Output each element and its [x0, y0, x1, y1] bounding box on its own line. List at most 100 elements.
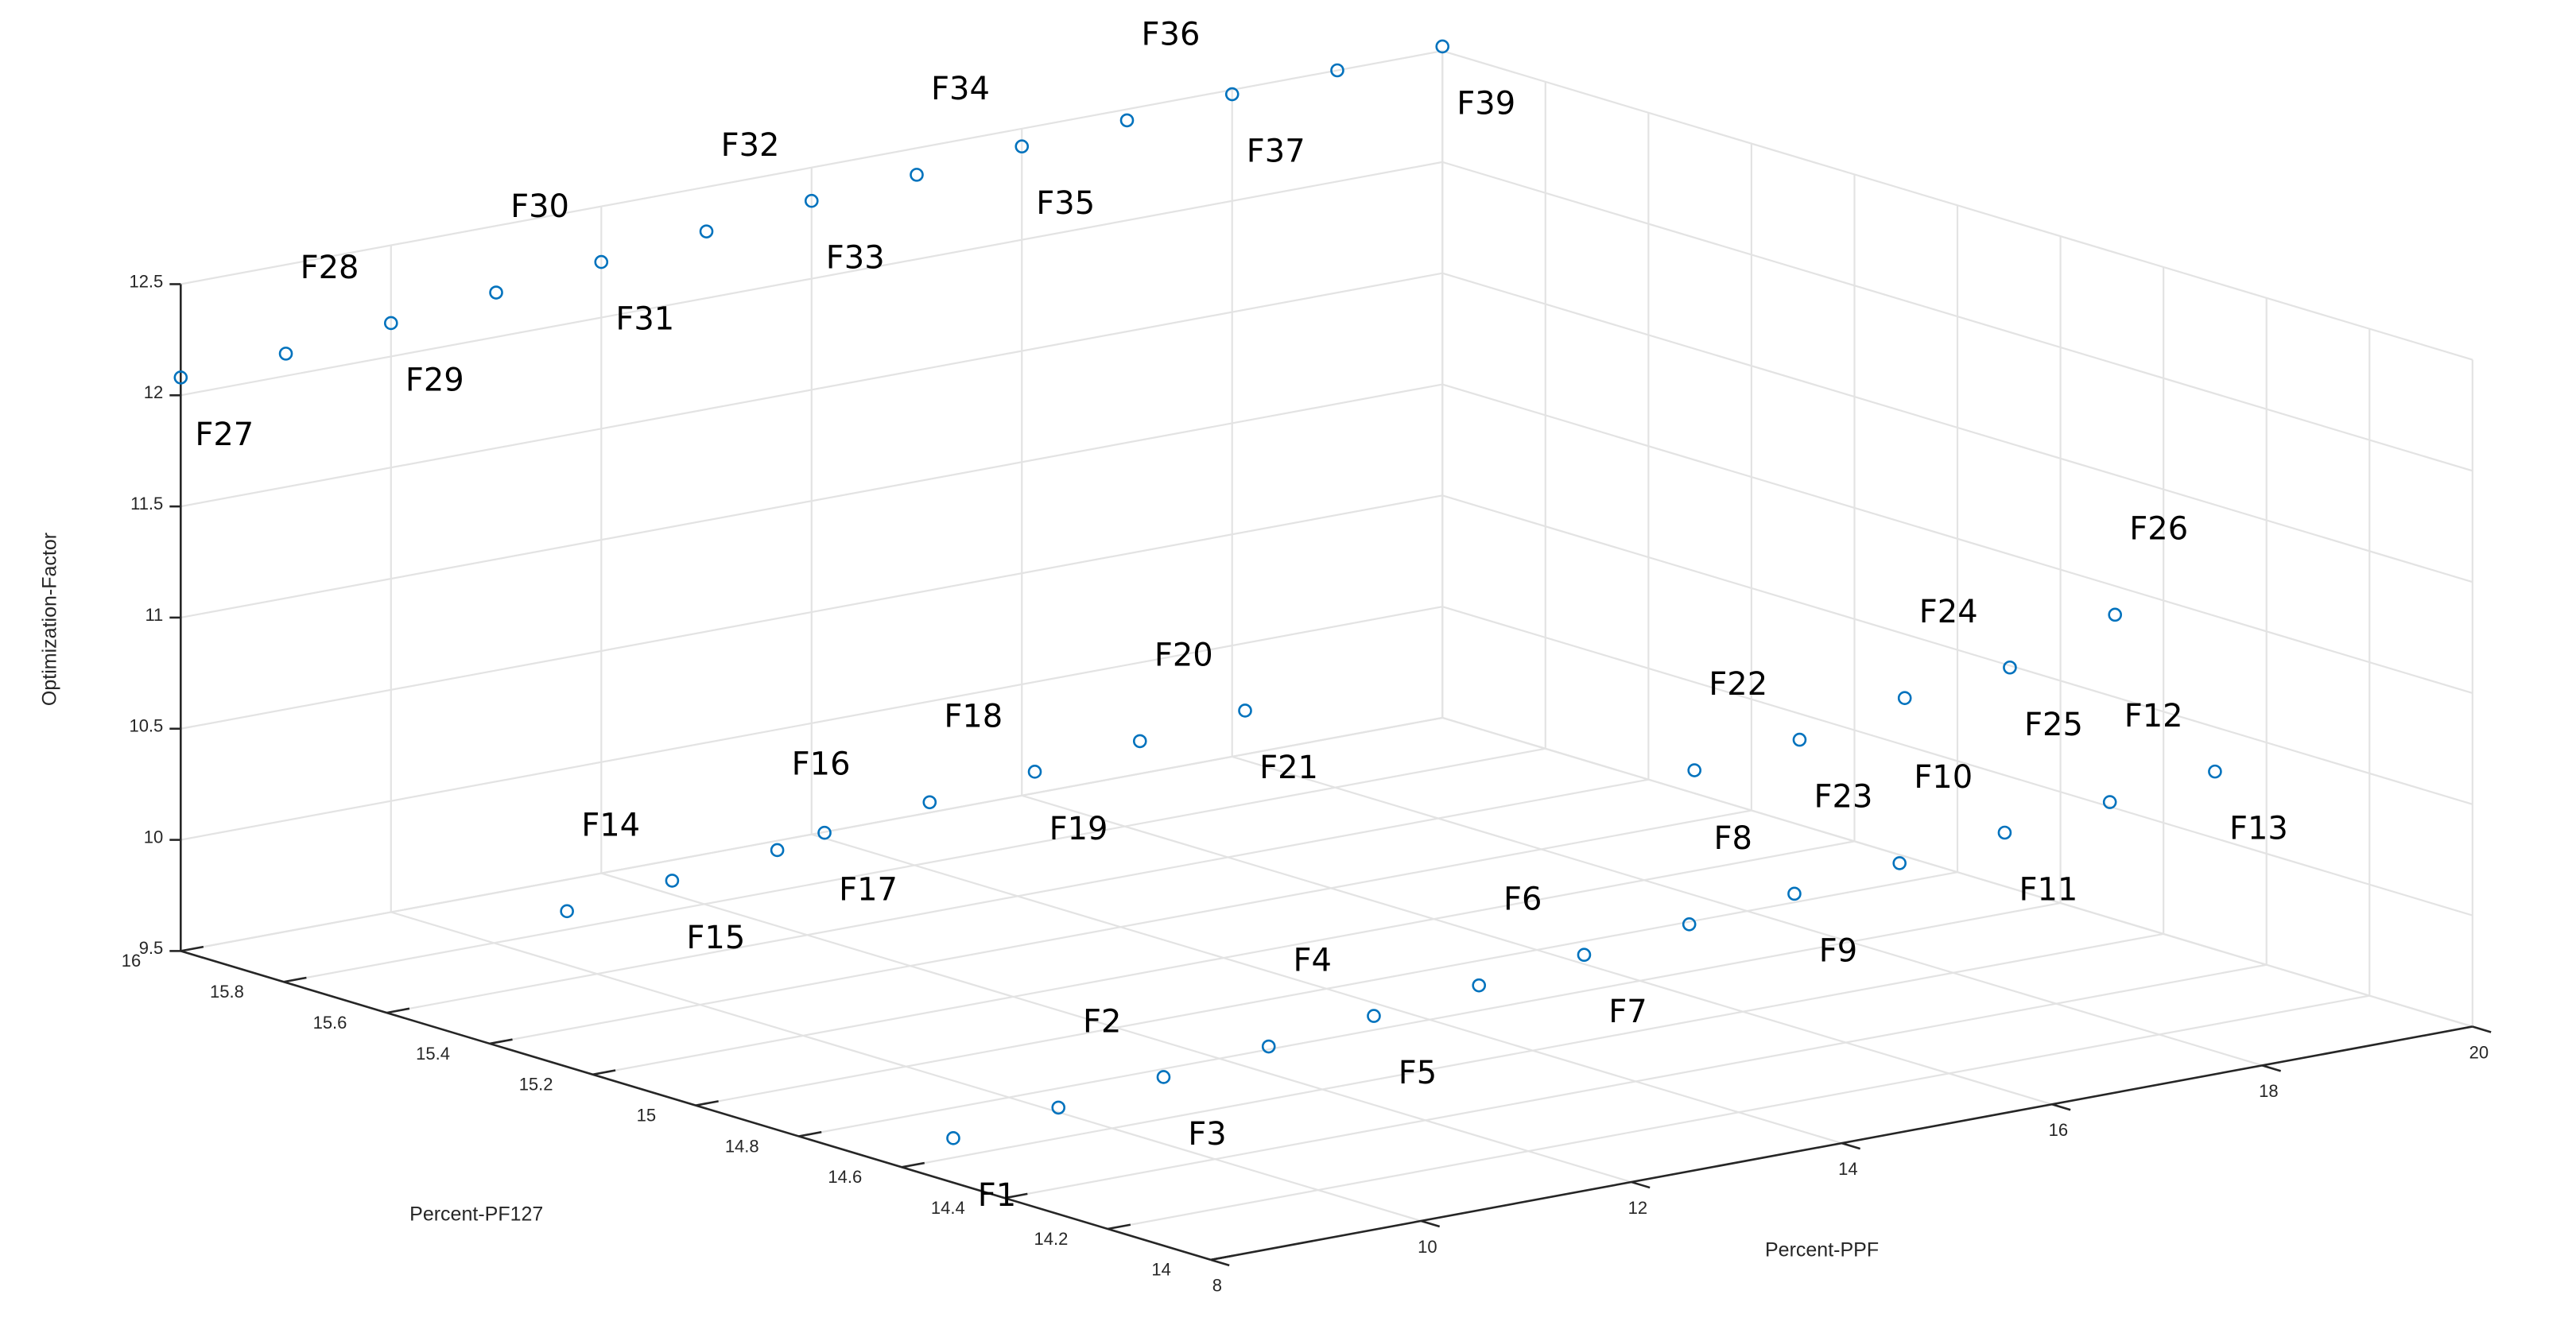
point-label: F39 — [1457, 85, 1515, 122]
data-point — [1687, 763, 1702, 777]
y-tick-label: 15.8 — [210, 982, 244, 1002]
point-label: F26 — [2129, 510, 2188, 547]
point-label: F7 — [1608, 994, 1647, 1030]
z-tick-label: 11 — [145, 605, 163, 625]
z-axis-label: Optimization-Factor — [38, 533, 60, 706]
y-tick-label: 14.4 — [931, 1198, 965, 1218]
y-tick-label: 15.4 — [416, 1044, 450, 1064]
point-label: F17 — [839, 872, 898, 909]
grid-line — [180, 383, 1443, 619]
grid-line — [489, 809, 1752, 1045]
point-label: F20 — [1154, 637, 1213, 673]
y-tick-mark — [798, 1130, 822, 1137]
z-tick-label: 10.5 — [129, 716, 163, 736]
data-point — [665, 874, 680, 888]
z-tick-label: 10 — [144, 827, 163, 847]
y-tick-label: 14.8 — [725, 1136, 759, 1156]
y-tick-label: 14.2 — [1034, 1229, 1068, 1249]
x-tick-mark — [1631, 1180, 1651, 1189]
point-label: F24 — [1919, 594, 1978, 630]
point-label: F3 — [1188, 1116, 1226, 1153]
x-tick-label: 16 — [2049, 1120, 2068, 1140]
x-tick-label: 10 — [1418, 1237, 1437, 1257]
data-point — [910, 168, 924, 182]
y-tick-label: 15.6 — [313, 1013, 347, 1033]
grid-line — [283, 747, 1546, 983]
data-point — [770, 843, 785, 858]
x-tick-mark — [2261, 1064, 2282, 1072]
point-labels: F1 F2 F3 F4 F5 F6 F7 F8 F9 F10 F11 F12 F13 F14 F15 F16 F… — [195, 0, 2288, 1214]
point-label: F27 — [195, 417, 254, 453]
y-tick-mark — [489, 1038, 513, 1045]
grid-line — [1441, 494, 2473, 805]
point-label: F16 — [792, 746, 851, 782]
grid-line — [180, 716, 1443, 952]
point-label: F6 — [1503, 882, 1542, 918]
z-tick-label: 9.5 — [139, 938, 164, 958]
grid-line — [180, 161, 1443, 397]
x-axis-label: Percent-PPF — [1765, 1239, 1879, 1261]
point-label: F9 — [1819, 932, 1857, 969]
data-point — [946, 1131, 960, 1145]
point-label: F35 — [1036, 185, 1095, 222]
data-point — [922, 795, 937, 810]
data-point — [1892, 856, 1907, 870]
data-point — [1027, 765, 1042, 779]
data-point — [1682, 917, 1697, 932]
data-points — [173, 39, 2222, 1145]
point-label: F33 — [826, 240, 885, 277]
data-point — [1238, 703, 1252, 718]
data-point — [2208, 764, 2222, 779]
data-point — [383, 316, 398, 331]
data-point — [560, 904, 574, 919]
data-point — [1156, 1070, 1171, 1084]
grid-line — [1441, 161, 2473, 472]
data-point — [1472, 978, 1487, 993]
point-label: F5 — [1399, 1055, 1437, 1091]
point-label: F15 — [686, 920, 745, 956]
data-point — [1261, 1039, 1276, 1054]
data-point — [1119, 113, 1135, 128]
x-tick-mark — [1420, 1219, 1441, 1228]
data-point — [2108, 607, 2122, 622]
tick-labels: 8 10 12 14 16 18 20 14 14.2 14.4 14.6 14.8 15 15.2 15.… — [122, 271, 2492, 1296]
x-tick-label: 18 — [2259, 1081, 2278, 1101]
grid-line — [695, 871, 1958, 1106]
y-tick-mark — [386, 1007, 410, 1014]
data-point — [173, 370, 188, 385]
point-label: F37 — [1247, 134, 1305, 170]
data-point — [489, 285, 503, 300]
point-label: F28 — [301, 250, 359, 286]
data-point — [278, 347, 293, 361]
point-label: F36 — [1142, 16, 1201, 52]
x-tick-label: 20 — [2469, 1042, 2489, 1062]
x-tick-mark — [2472, 1025, 2492, 1033]
data-point — [1224, 87, 1240, 102]
x-tick-mark — [1210, 1258, 1230, 1267]
data-point — [594, 254, 609, 269]
grid-line — [1108, 994, 2370, 1230]
grid-line — [798, 901, 2061, 1137]
data-point — [2003, 660, 2017, 675]
point-label: F4 — [1293, 943, 1331, 979]
grid-line — [1004, 963, 2267, 1199]
data-point — [804, 193, 819, 208]
data-point — [1014, 139, 1030, 154]
x-tick-label: 8 — [1212, 1276, 1222, 1296]
point-label: F11 — [2019, 871, 2077, 908]
data-point — [1330, 63, 1344, 78]
z-tick-label: 12 — [144, 382, 163, 402]
y-tick-mark — [592, 1069, 616, 1076]
data-point — [1787, 886, 1802, 901]
data-point — [1435, 39, 1450, 54]
point-label: F10 — [1914, 759, 1973, 796]
point-label: F31 — [615, 301, 674, 338]
grid-line — [180, 49, 1443, 285]
point-label: F14 — [581, 807, 640, 843]
y-tick-mark — [1210, 1254, 1234, 1261]
data-point — [1997, 825, 2012, 840]
z-tick-label: 11.5 — [130, 494, 163, 513]
grid-line — [1441, 383, 2473, 695]
